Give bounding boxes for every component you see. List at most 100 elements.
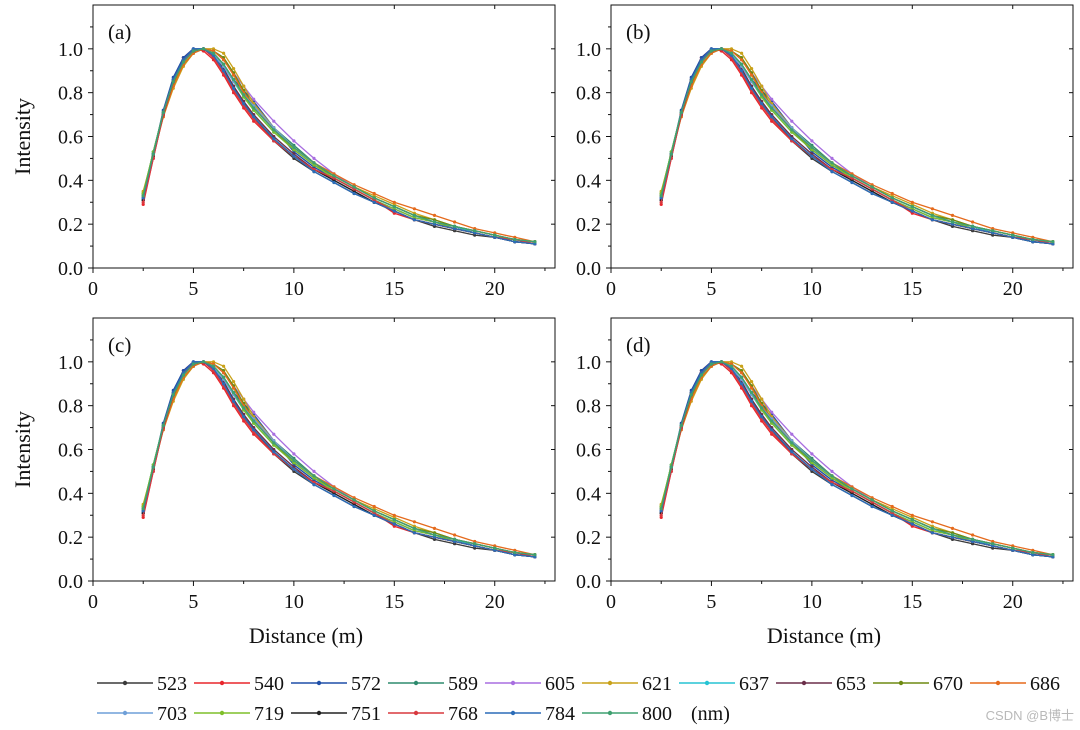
- data-point: [432, 220, 437, 224]
- data-point: [890, 504, 894, 509]
- data-point: [412, 529, 416, 533]
- y-tick-label: 0.6: [576, 440, 601, 462]
- y-tick-label: 0.2: [576, 527, 601, 549]
- y-tick-label: 1.0: [576, 39, 601, 61]
- data-point: [740, 364, 744, 368]
- series-751: [141, 47, 537, 246]
- series-line: [660, 48, 1053, 245]
- plot-frame: [610, 317, 1074, 582]
- data-point: [453, 537, 457, 542]
- series-621: [659, 360, 1055, 557]
- series-768: [141, 47, 537, 246]
- legend-item-703: 703: [97, 703, 187, 725]
- data-point: [659, 513, 663, 517]
- data-point: [910, 211, 914, 215]
- data-point: [950, 220, 955, 224]
- series-line: [660, 48, 1053, 243]
- data-point: [352, 504, 356, 509]
- data-point: [930, 211, 935, 215]
- series-line: [660, 48, 1053, 245]
- legend-marker: [607, 710, 613, 716]
- data-point: [292, 452, 296, 456]
- data-point: [332, 491, 336, 495]
- x-tick-label: 20: [1003, 591, 1023, 613]
- data-point: [971, 542, 975, 546]
- data-point: [332, 180, 336, 185]
- series-686: [141, 360, 537, 557]
- series-line: [660, 361, 1053, 556]
- data-point: [669, 465, 673, 469]
- y-tick-label: 1.0: [58, 352, 83, 374]
- data-point: [242, 84, 246, 88]
- data-point: [171, 393, 175, 397]
- series-line: [142, 361, 536, 558]
- series-line: [142, 48, 535, 245]
- x-tick-label: 10: [284, 591, 304, 613]
- data-point: [760, 415, 764, 419]
- data-point: [830, 161, 834, 165]
- y-tick-label: 0.6: [58, 127, 83, 149]
- series-line: [660, 361, 1054, 558]
- data-point: [392, 207, 396, 211]
- panel-c: 0 5 10 15 20 0.0 0.2 0.4 0.6 0.8 1.0 (c) Intensity Di…: [10, 317, 556, 648]
- series-line: [660, 361, 1053, 558]
- y-tick-label: 0.0: [576, 571, 601, 593]
- data-point: [312, 156, 316, 160]
- series-703: [659, 360, 1055, 559]
- data-point: [930, 216, 935, 220]
- data-point: [493, 544, 497, 548]
- data-point: [332, 176, 336, 180]
- data-point: [950, 533, 955, 537]
- data-point: [659, 196, 663, 200]
- data-point: [222, 371, 226, 375]
- data-point: [252, 97, 256, 101]
- data-point: [252, 115, 256, 119]
- data-point: [232, 73, 236, 77]
- data-point: [211, 360, 216, 364]
- data-point: [870, 502, 874, 506]
- data-point: [332, 174, 336, 178]
- data-point: [232, 386, 236, 390]
- data-point: [272, 128, 276, 132]
- data-point: [1031, 550, 1035, 555]
- data-point: [760, 397, 764, 401]
- series-line: [660, 48, 1053, 245]
- data-point: [971, 533, 975, 537]
- series-line: [142, 361, 536, 556]
- x-tick-label: 5: [706, 591, 716, 613]
- data-point: [930, 524, 935, 528]
- data-point: [850, 489, 854, 493]
- data-point: [810, 139, 814, 143]
- panel-b: 0 5 10 15 20 0.0 0.2 0.4 0.6 0.8 1.0 (b): [576, 4, 1074, 300]
- data-point: [709, 362, 714, 366]
- data-point: [432, 526, 437, 531]
- data-point: [392, 520, 396, 524]
- data-point: [252, 106, 256, 110]
- data-point: [242, 102, 246, 106]
- legend-label: 540: [254, 673, 284, 695]
- legend-item-670: 670: [873, 673, 963, 695]
- legend-marker: [219, 710, 225, 716]
- legend-label: 605: [545, 673, 575, 695]
- data-point: [473, 233, 477, 237]
- series-670: [659, 47, 1055, 244]
- series-540: [659, 47, 1055, 246]
- y-tick-label: 0.8: [576, 396, 601, 418]
- series-605: [141, 47, 537, 244]
- data-point: [910, 205, 914, 209]
- data-point: [790, 119, 794, 123]
- data-point: [770, 419, 774, 423]
- data-point: [372, 513, 376, 517]
- series-523: [141, 47, 537, 246]
- data-point: [392, 522, 396, 526]
- data-point: [191, 49, 195, 53]
- data-point: [740, 58, 744, 62]
- x-tick-label: 0: [88, 278, 98, 300]
- data-point: [493, 235, 497, 239]
- data-point: [699, 60, 704, 64]
- data-point: [432, 537, 437, 542]
- data-point: [352, 187, 356, 191]
- data-point: [790, 450, 794, 454]
- data-point: [292, 458, 296, 463]
- data-point: [533, 240, 537, 244]
